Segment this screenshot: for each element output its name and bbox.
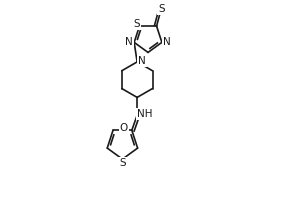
Text: N: N	[163, 37, 171, 47]
Text: O: O	[120, 123, 128, 133]
Text: S: S	[133, 19, 140, 29]
Text: S: S	[158, 4, 165, 14]
Text: NH: NH	[137, 109, 153, 119]
Text: S: S	[119, 158, 126, 168]
Text: N: N	[138, 56, 146, 66]
Text: N: N	[125, 37, 133, 47]
